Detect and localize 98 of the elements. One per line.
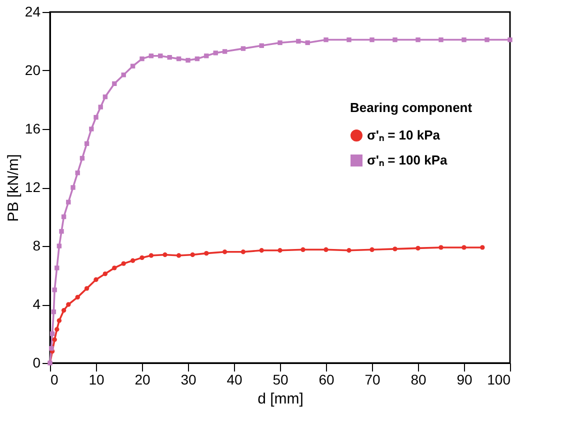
legend-label: σ'ₙ = 10 kPa xyxy=(367,128,441,142)
y-tick-label: 20 xyxy=(24,62,41,78)
point xyxy=(259,248,264,253)
point xyxy=(112,266,117,270)
point xyxy=(70,185,76,190)
point xyxy=(130,64,136,68)
point xyxy=(438,245,444,250)
point xyxy=(61,214,66,220)
point xyxy=(80,156,85,161)
point xyxy=(56,318,62,323)
x-tick-label: 20 xyxy=(134,372,150,388)
y-tick-label: 4 xyxy=(32,296,41,312)
legend-title: Bearing component xyxy=(350,100,473,115)
point xyxy=(89,126,94,132)
x-tick-label: 100 xyxy=(487,372,511,388)
point xyxy=(324,247,328,252)
point xyxy=(370,37,374,42)
point xyxy=(148,54,154,58)
point xyxy=(213,50,218,56)
point xyxy=(61,308,66,313)
point xyxy=(84,141,90,146)
point xyxy=(278,248,282,253)
point xyxy=(158,54,163,58)
point xyxy=(52,337,57,342)
point xyxy=(94,277,98,282)
point xyxy=(186,58,190,63)
point xyxy=(480,245,485,250)
point xyxy=(259,43,264,48)
point xyxy=(204,54,209,58)
x-tick-label: 80 xyxy=(410,372,426,388)
point xyxy=(98,104,103,110)
point xyxy=(278,40,282,46)
point xyxy=(392,246,398,252)
point xyxy=(148,253,154,258)
x-tick-label: 70 xyxy=(364,372,380,388)
x-tick-label: 10 xyxy=(88,372,104,388)
point xyxy=(84,286,90,291)
point xyxy=(462,37,466,42)
point xyxy=(59,229,64,234)
y-tick-label: 16 xyxy=(24,120,41,136)
point xyxy=(176,253,182,258)
point xyxy=(54,327,60,332)
point xyxy=(176,56,182,62)
point xyxy=(416,37,420,42)
x-tick-label: 0 xyxy=(50,372,58,388)
point xyxy=(300,247,306,252)
point xyxy=(102,94,108,100)
point xyxy=(162,252,168,258)
point xyxy=(94,114,98,120)
y-tick-label: 8 xyxy=(32,238,41,254)
point xyxy=(194,56,200,62)
point xyxy=(140,56,144,62)
point xyxy=(416,246,420,251)
x-tick-label: 50 xyxy=(272,372,288,388)
point xyxy=(121,261,126,266)
legend-label: σ'ₙ = 100 kPa xyxy=(367,152,448,168)
point xyxy=(56,244,62,248)
point xyxy=(66,200,71,204)
point xyxy=(51,309,56,314)
point xyxy=(54,266,60,270)
point xyxy=(346,248,352,253)
point xyxy=(112,81,117,86)
point xyxy=(130,258,136,263)
x-tick-label: 30 xyxy=(180,372,196,388)
y-tick-label: 0 xyxy=(32,354,41,370)
point xyxy=(346,37,352,42)
point xyxy=(49,346,54,351)
point xyxy=(324,37,328,42)
point xyxy=(240,250,246,254)
point xyxy=(222,250,228,254)
point xyxy=(121,72,126,78)
point xyxy=(462,245,466,250)
x-axis-title: d [mm] xyxy=(258,390,304,408)
point xyxy=(190,252,195,258)
point xyxy=(52,288,57,292)
point xyxy=(305,40,310,46)
point xyxy=(370,247,374,252)
x-tick-label: 60 xyxy=(318,372,334,388)
point xyxy=(140,255,144,260)
point xyxy=(508,37,512,42)
point xyxy=(392,37,398,42)
point xyxy=(240,46,246,51)
point xyxy=(167,54,172,60)
point xyxy=(75,294,80,300)
point xyxy=(75,170,80,176)
x-tick-label: 40 xyxy=(226,372,242,388)
y-tick-label: 12 xyxy=(24,179,41,195)
point xyxy=(50,331,55,336)
point xyxy=(66,302,71,307)
y-tick-label: 24 xyxy=(24,4,41,20)
point xyxy=(484,37,490,42)
point xyxy=(296,38,301,44)
point xyxy=(222,49,228,54)
y-axis-title: PB [kN/m] xyxy=(4,154,22,222)
x-tick-label: 90 xyxy=(456,372,472,388)
point xyxy=(102,271,108,276)
point xyxy=(438,37,444,42)
point xyxy=(204,250,209,256)
